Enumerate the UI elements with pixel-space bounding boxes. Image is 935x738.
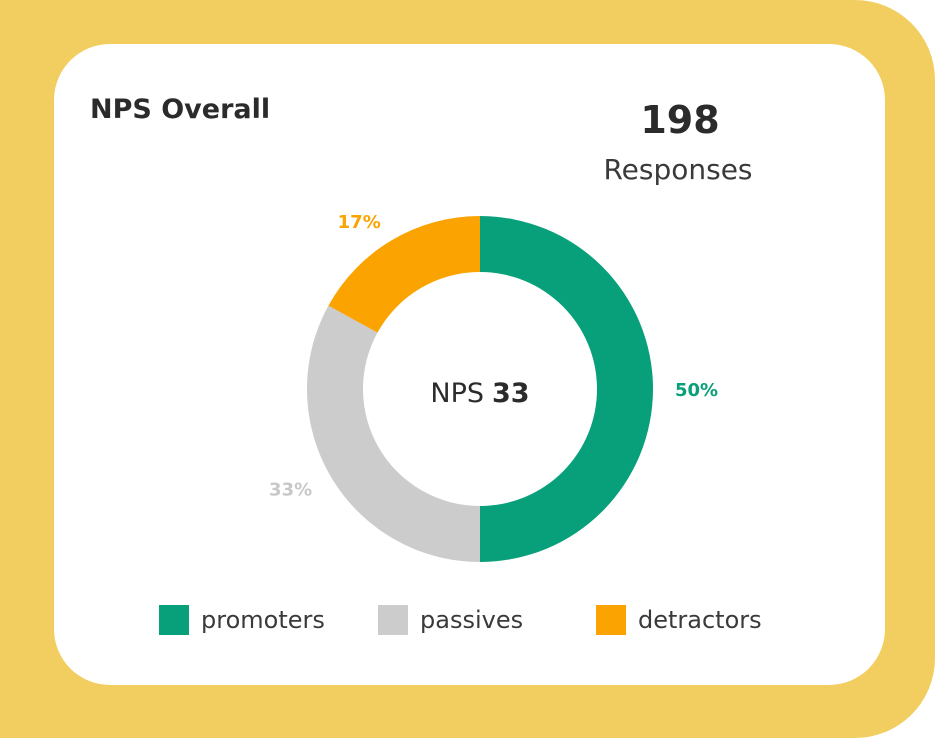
legend-label-detractors: detractors xyxy=(638,606,762,634)
legend-item-passives[interactable]: passives xyxy=(378,600,523,640)
donut-slices xyxy=(306,216,653,562)
donut-value-label-detractors: 17% xyxy=(338,212,381,233)
donut-slice-detractors[interactable] xyxy=(328,216,480,333)
legend-item-detractors[interactable]: detractors xyxy=(596,600,762,640)
legend-label-passives: passives xyxy=(420,606,524,634)
nps-card xyxy=(54,44,885,685)
center-label-value: 33 xyxy=(492,378,530,409)
donut-slice-passives[interactable] xyxy=(306,305,480,562)
center-label: NPS 33 xyxy=(430,378,529,409)
legend-swatch-passives xyxy=(378,605,408,635)
donut-value-labels: 50% 33% 17% xyxy=(269,212,718,500)
chart-legend: promoters passives detractors xyxy=(0,600,935,640)
donut-slice-promoters[interactable] xyxy=(480,216,653,562)
center-label-prefix: NPS xyxy=(430,378,484,409)
legend-label-promoters: promoters xyxy=(201,606,325,634)
donut-value-label-passives: 33% xyxy=(269,479,312,500)
chart-title: NPS Overall xyxy=(90,94,271,125)
legend-item-promoters[interactable]: promoters xyxy=(159,600,325,640)
response-count-label: Responses xyxy=(603,153,753,186)
response-count: 198 xyxy=(640,98,720,142)
donut-value-label-promoters: 50% xyxy=(675,380,718,401)
legend-swatch-promoters xyxy=(159,605,189,635)
legend-swatch-detractors xyxy=(596,605,626,635)
